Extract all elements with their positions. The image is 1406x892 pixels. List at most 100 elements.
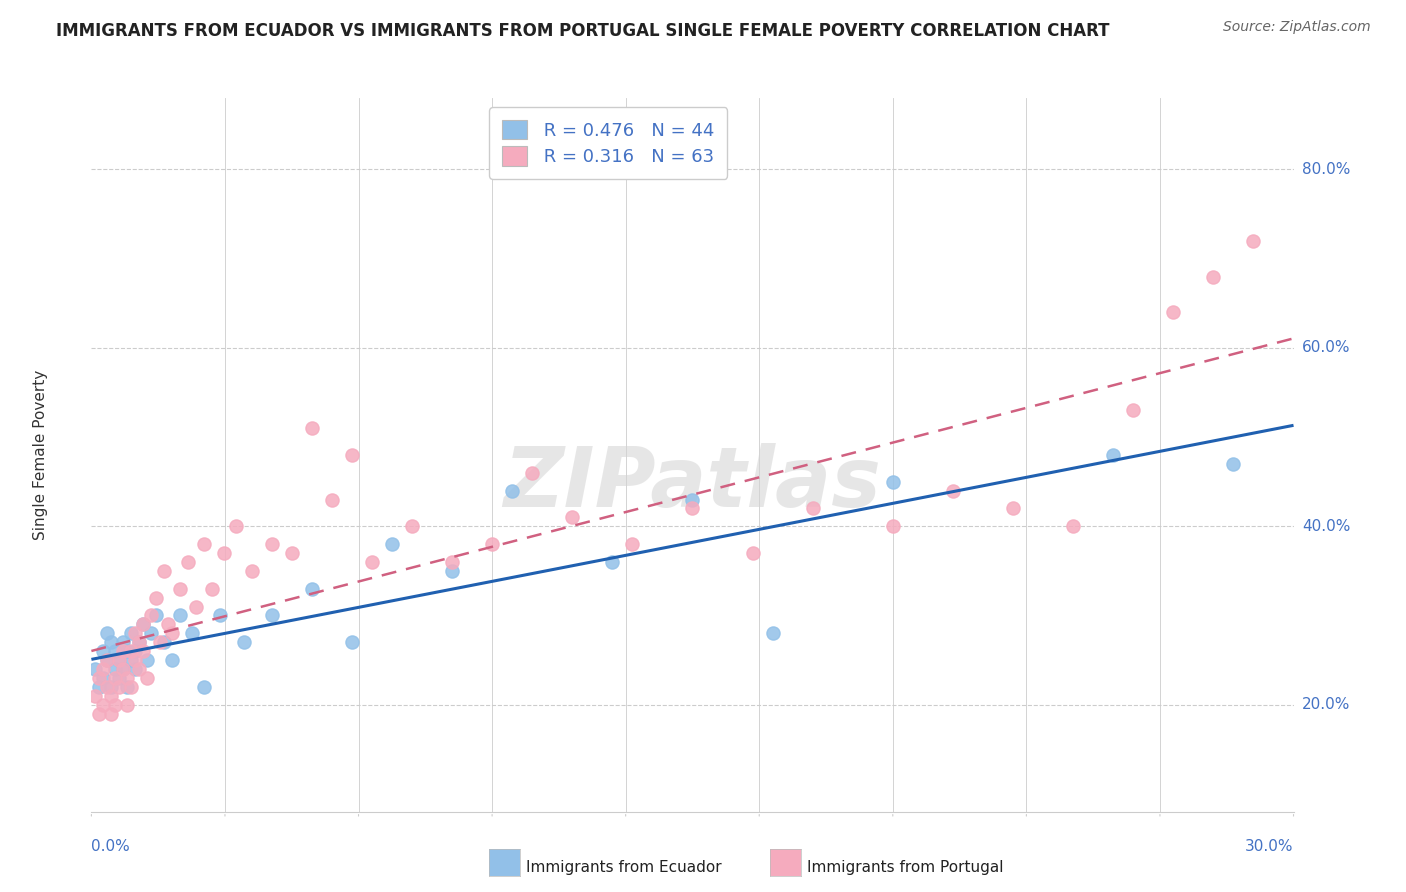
Point <box>1222 457 1244 471</box>
Point <box>89 706 111 721</box>
Point <box>741 546 763 560</box>
Point <box>84 689 107 703</box>
Point <box>232 635 254 649</box>
Point <box>132 617 155 632</box>
Point <box>121 626 143 640</box>
Point <box>1062 519 1084 533</box>
Point <box>148 635 170 649</box>
Text: 40.0%: 40.0% <box>1302 519 1350 533</box>
Point <box>225 519 247 533</box>
Point <box>260 608 283 623</box>
Point <box>100 689 122 703</box>
Point <box>96 680 118 694</box>
Point <box>1202 269 1225 284</box>
Point <box>401 519 423 533</box>
Point <box>89 671 111 685</box>
Point <box>124 653 146 667</box>
Point <box>100 680 122 694</box>
Point <box>124 626 146 640</box>
Point <box>180 626 202 640</box>
Point <box>108 653 131 667</box>
Text: 80.0%: 80.0% <box>1302 162 1350 177</box>
Point <box>96 653 118 667</box>
Point <box>169 608 191 623</box>
Point <box>381 537 404 551</box>
Point <box>762 626 785 640</box>
Point <box>160 626 183 640</box>
Point <box>104 644 127 658</box>
Point <box>1122 403 1144 417</box>
Point <box>128 662 150 676</box>
Point <box>104 671 127 685</box>
Point <box>89 680 111 694</box>
Point <box>193 680 215 694</box>
Point <box>201 582 224 596</box>
Point <box>96 653 118 667</box>
Point <box>1102 448 1125 462</box>
Point <box>1243 234 1265 248</box>
Point <box>602 555 624 569</box>
Point <box>108 671 131 685</box>
Point <box>136 671 159 685</box>
Point <box>481 537 503 551</box>
Legend:  R = 0.476   N = 44,  R = 0.316   N = 63: R = 0.476 N = 44, R = 0.316 N = 63 <box>489 107 727 178</box>
Point <box>208 608 231 623</box>
Point <box>100 706 122 721</box>
Text: 20.0%: 20.0% <box>1302 698 1350 712</box>
Point <box>340 635 363 649</box>
Point <box>128 635 150 649</box>
Point <box>132 644 155 658</box>
Text: Immigrants from Ecuador: Immigrants from Ecuador <box>526 860 721 874</box>
Point <box>100 635 122 649</box>
Point <box>117 644 139 658</box>
Point <box>681 501 703 516</box>
Point <box>169 582 191 596</box>
Point <box>240 564 263 578</box>
Point <box>93 698 115 712</box>
Point <box>93 662 115 676</box>
Text: Source: ZipAtlas.com: Source: ZipAtlas.com <box>1223 20 1371 34</box>
Point <box>96 626 118 640</box>
Point <box>124 662 146 676</box>
Point <box>152 635 174 649</box>
Point <box>93 671 115 685</box>
Point <box>108 680 131 694</box>
Point <box>108 653 131 667</box>
Point <box>132 617 155 632</box>
Point <box>104 662 127 676</box>
Point <box>152 564 174 578</box>
Point <box>145 591 167 605</box>
Point <box>112 635 135 649</box>
Point <box>112 662 135 676</box>
Point <box>1163 305 1185 319</box>
Point <box>136 653 159 667</box>
Point <box>882 475 904 489</box>
Point <box>561 510 583 524</box>
Point <box>128 635 150 649</box>
Point <box>212 546 235 560</box>
Point <box>117 671 139 685</box>
Point <box>112 644 135 658</box>
Point <box>117 680 139 694</box>
Text: 30.0%: 30.0% <box>1246 839 1294 855</box>
Point <box>93 644 115 658</box>
Point <box>184 599 207 614</box>
Point <box>117 698 139 712</box>
Point <box>124 644 146 658</box>
Point <box>942 483 965 498</box>
Point <box>681 492 703 507</box>
Point <box>321 492 343 507</box>
Point <box>440 555 463 569</box>
Text: 60.0%: 60.0% <box>1302 341 1350 355</box>
Point <box>1001 501 1024 516</box>
Point <box>145 608 167 623</box>
Point <box>104 698 127 712</box>
Point <box>882 519 904 533</box>
Text: 0.0%: 0.0% <box>91 839 131 855</box>
Point <box>121 653 143 667</box>
Point <box>501 483 523 498</box>
Point <box>801 501 824 516</box>
Text: Single Female Poverty: Single Female Poverty <box>34 370 48 540</box>
Point <box>360 555 382 569</box>
Text: ZIPatlas: ZIPatlas <box>503 443 882 524</box>
